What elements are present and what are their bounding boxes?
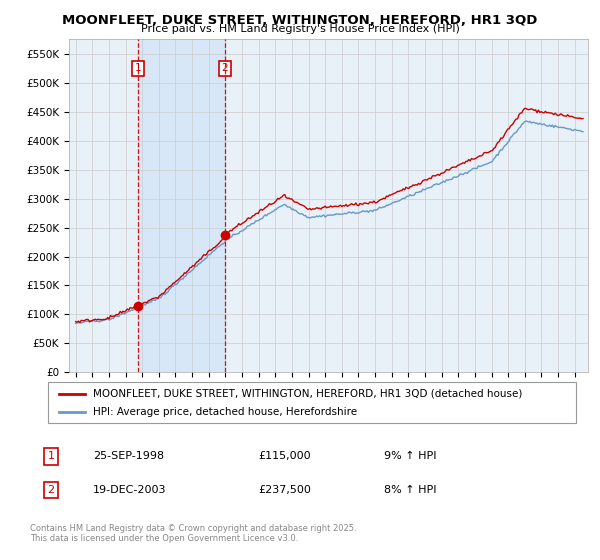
Text: HPI: Average price, detached house, Herefordshire: HPI: Average price, detached house, Here… xyxy=(93,407,357,417)
Text: Contains HM Land Registry data © Crown copyright and database right 2025.
This d: Contains HM Land Registry data © Crown c… xyxy=(30,524,356,543)
Text: 2: 2 xyxy=(47,485,55,495)
Text: 1: 1 xyxy=(47,451,55,461)
Text: 9% ↑ HPI: 9% ↑ HPI xyxy=(384,451,437,461)
Text: Price paid vs. HM Land Registry's House Price Index (HPI): Price paid vs. HM Land Registry's House … xyxy=(140,24,460,34)
Text: 8% ↑ HPI: 8% ↑ HPI xyxy=(384,485,437,495)
Text: 2: 2 xyxy=(221,63,228,73)
Text: MOONFLEET, DUKE STREET, WITHINGTON, HEREFORD, HR1 3QD: MOONFLEET, DUKE STREET, WITHINGTON, HERE… xyxy=(62,14,538,27)
Text: 19-DEC-2003: 19-DEC-2003 xyxy=(93,485,167,495)
Text: 1: 1 xyxy=(134,63,141,73)
Text: MOONFLEET, DUKE STREET, WITHINGTON, HEREFORD, HR1 3QD (detached house): MOONFLEET, DUKE STREET, WITHINGTON, HERE… xyxy=(93,389,522,399)
Text: £115,000: £115,000 xyxy=(258,451,311,461)
Text: 25-SEP-1998: 25-SEP-1998 xyxy=(93,451,164,461)
Text: £237,500: £237,500 xyxy=(258,485,311,495)
Bar xyxy=(138,39,224,372)
FancyBboxPatch shape xyxy=(48,382,576,423)
